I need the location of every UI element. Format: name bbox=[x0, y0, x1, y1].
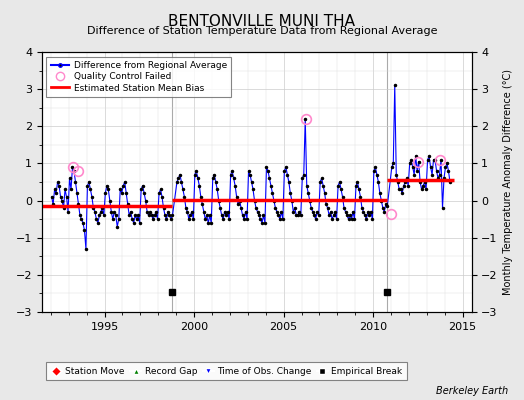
Y-axis label: Monthly Temperature Anomaly Difference (°C): Monthly Temperature Anomaly Difference (… bbox=[504, 69, 514, 295]
Text: BENTONVILLE MUNI THA: BENTONVILLE MUNI THA bbox=[169, 14, 355, 29]
Text: Berkeley Earth: Berkeley Earth bbox=[436, 386, 508, 396]
Legend: Station Move, Record Gap, Time of Obs. Change, Empirical Break: Station Move, Record Gap, Time of Obs. C… bbox=[47, 362, 407, 380]
Text: Difference of Station Temperature Data from Regional Average: Difference of Station Temperature Data f… bbox=[87, 26, 437, 36]
